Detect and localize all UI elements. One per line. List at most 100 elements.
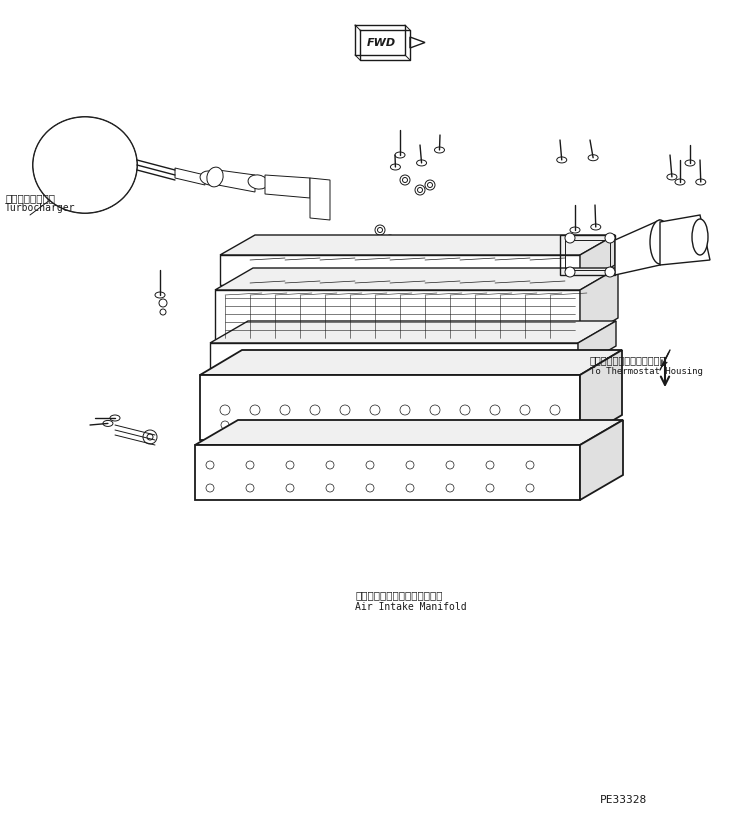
Circle shape: [326, 461, 334, 469]
Polygon shape: [580, 420, 623, 500]
Polygon shape: [580, 350, 622, 440]
Polygon shape: [195, 420, 623, 445]
Circle shape: [461, 421, 469, 429]
Bar: [560, 235, 615, 275]
Circle shape: [526, 461, 534, 469]
Circle shape: [415, 185, 425, 195]
Circle shape: [375, 225, 385, 235]
Circle shape: [326, 484, 334, 492]
Circle shape: [160, 309, 166, 315]
Polygon shape: [175, 168, 205, 185]
Ellipse shape: [47, 130, 123, 200]
Circle shape: [246, 461, 254, 469]
Ellipse shape: [590, 224, 601, 230]
Circle shape: [521, 421, 529, 429]
Ellipse shape: [110, 415, 120, 421]
Polygon shape: [210, 343, 578, 368]
Circle shape: [401, 421, 409, 429]
Text: FWD: FWD: [367, 38, 396, 48]
Circle shape: [341, 421, 349, 429]
Ellipse shape: [33, 117, 137, 213]
Polygon shape: [660, 215, 710, 265]
Polygon shape: [615, 220, 660, 275]
Circle shape: [385, 235, 395, 245]
Circle shape: [400, 175, 410, 185]
Circle shape: [251, 421, 259, 429]
Circle shape: [366, 461, 374, 469]
Circle shape: [159, 299, 167, 307]
Circle shape: [418, 188, 423, 193]
Ellipse shape: [605, 233, 615, 243]
Circle shape: [550, 405, 560, 415]
Circle shape: [431, 421, 439, 429]
Ellipse shape: [556, 157, 567, 163]
Circle shape: [427, 182, 433, 188]
Circle shape: [378, 228, 383, 233]
Circle shape: [460, 405, 470, 415]
Polygon shape: [580, 235, 615, 285]
Ellipse shape: [417, 160, 427, 166]
Polygon shape: [220, 255, 580, 285]
Circle shape: [206, 461, 214, 469]
Circle shape: [371, 421, 379, 429]
Circle shape: [430, 405, 440, 415]
Circle shape: [340, 405, 350, 415]
Polygon shape: [215, 268, 618, 290]
Circle shape: [370, 405, 380, 415]
Ellipse shape: [605, 267, 615, 277]
Circle shape: [280, 405, 290, 415]
Circle shape: [446, 484, 454, 492]
Ellipse shape: [696, 179, 706, 185]
Ellipse shape: [65, 147, 105, 183]
Circle shape: [486, 484, 494, 492]
Circle shape: [250, 405, 260, 415]
Polygon shape: [210, 321, 616, 343]
Circle shape: [246, 484, 254, 492]
Bar: [565, 240, 610, 270]
Ellipse shape: [155, 292, 165, 298]
Circle shape: [491, 421, 499, 429]
Ellipse shape: [248, 175, 268, 189]
Polygon shape: [578, 321, 616, 368]
Polygon shape: [265, 175, 310, 198]
Ellipse shape: [207, 167, 223, 187]
Circle shape: [143, 430, 157, 444]
Circle shape: [220, 405, 230, 415]
Ellipse shape: [390, 164, 400, 170]
Polygon shape: [580, 268, 618, 340]
Ellipse shape: [692, 219, 708, 255]
Circle shape: [281, 421, 289, 429]
Circle shape: [402, 177, 408, 182]
Ellipse shape: [667, 174, 677, 180]
Circle shape: [286, 484, 294, 492]
Polygon shape: [200, 375, 580, 440]
Circle shape: [206, 484, 214, 492]
Ellipse shape: [588, 154, 598, 161]
Text: ターボチャージャ: ターボチャージャ: [5, 193, 55, 203]
Polygon shape: [200, 350, 622, 375]
Ellipse shape: [650, 220, 670, 264]
Circle shape: [286, 461, 294, 469]
Circle shape: [387, 237, 393, 242]
Circle shape: [366, 484, 374, 492]
Ellipse shape: [565, 233, 575, 243]
Ellipse shape: [395, 152, 405, 158]
Circle shape: [310, 405, 320, 415]
Polygon shape: [218, 170, 255, 192]
Circle shape: [406, 461, 414, 469]
Text: To Thermostat Housing: To Thermostat Housing: [590, 367, 703, 376]
Ellipse shape: [685, 160, 695, 166]
Circle shape: [551, 421, 559, 429]
Polygon shape: [195, 445, 580, 500]
Polygon shape: [220, 235, 615, 255]
Polygon shape: [215, 290, 580, 340]
Ellipse shape: [565, 267, 575, 277]
Ellipse shape: [33, 117, 137, 213]
Ellipse shape: [200, 171, 220, 185]
Circle shape: [486, 461, 494, 469]
Circle shape: [520, 405, 530, 415]
Circle shape: [490, 405, 500, 415]
Ellipse shape: [103, 420, 113, 427]
Circle shape: [400, 405, 410, 415]
Circle shape: [526, 484, 534, 492]
